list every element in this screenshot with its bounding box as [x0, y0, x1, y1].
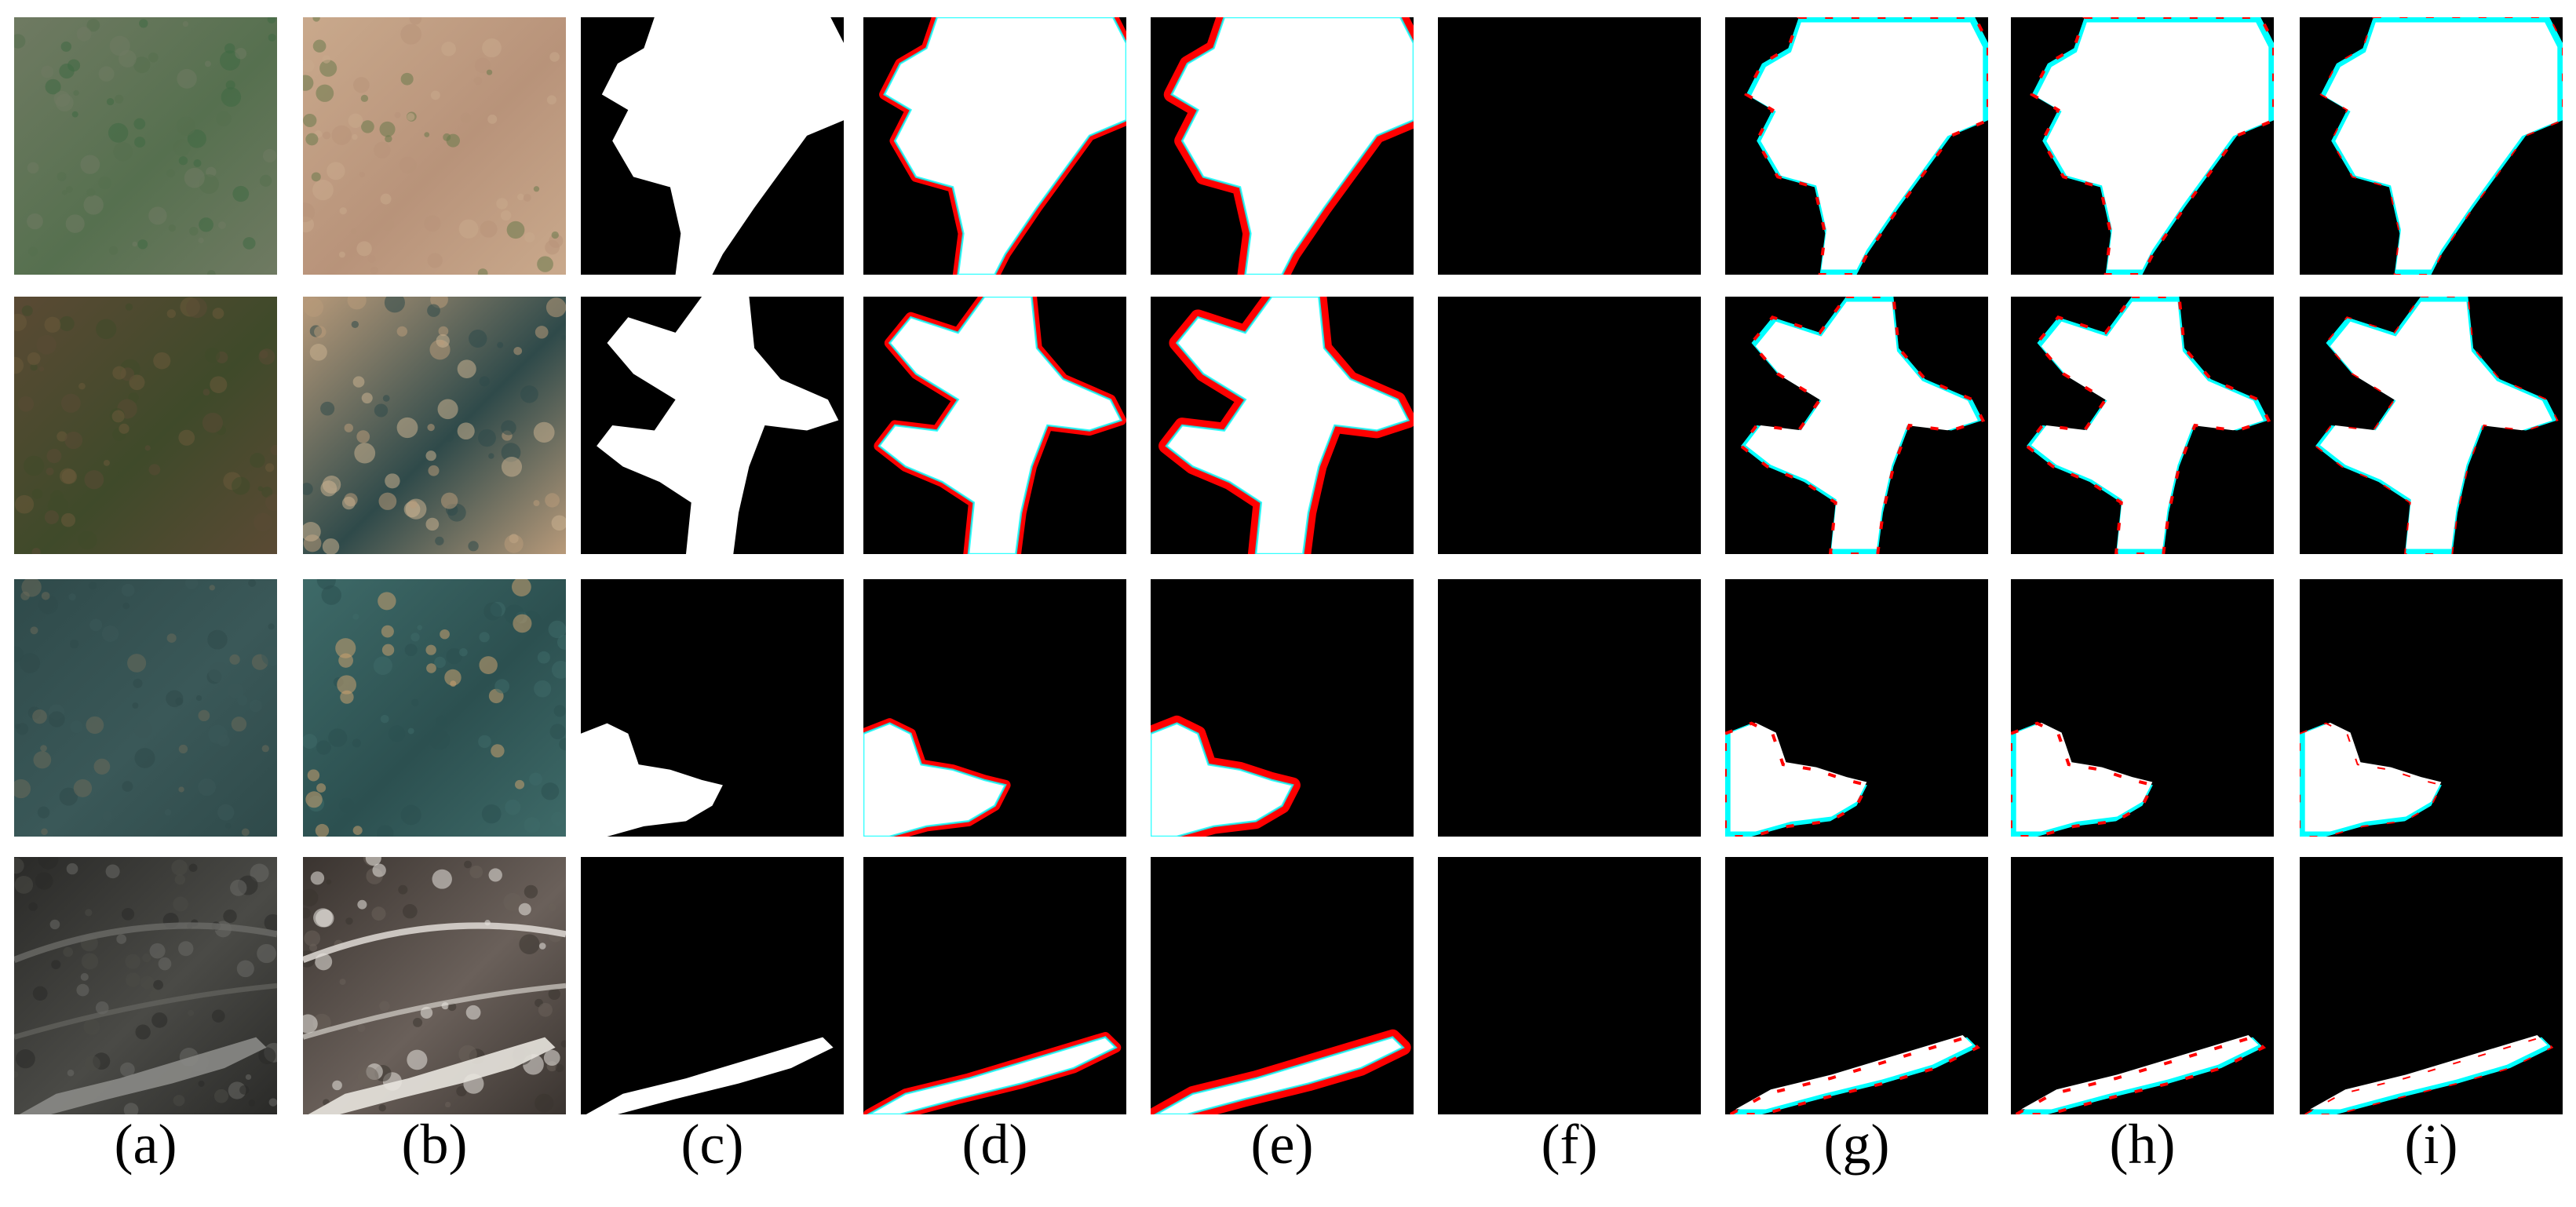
tile-graphic: [863, 857, 1126, 1114]
result-tile-r0-c5: [1438, 17, 1701, 275]
tile-graphic: [1725, 857, 1988, 1114]
tile-graphic: [1725, 17, 1988, 275]
photo-tile-r0-c0: [14, 17, 277, 275]
column-label: (g): [1823, 1113, 1890, 1176]
column-label: (e): [1250, 1113, 1314, 1176]
tile-graphic: [2300, 297, 2563, 554]
ground-truth-tile-r1-c2: [581, 297, 844, 554]
tile-graphic: [581, 857, 844, 1114]
tile-graphic: [1438, 857, 1701, 1114]
tile-graphic: [2011, 857, 2274, 1114]
photo-tile-r1-c1: [303, 297, 566, 554]
column-label: (h): [2109, 1113, 2176, 1176]
photo-tile-r2-c0: [14, 579, 277, 837]
tile-graphic: [2011, 579, 2274, 837]
tile-graphic: [2300, 17, 2563, 275]
result-tile-r3-c8: [2300, 857, 2563, 1114]
tile-graphic: [303, 857, 566, 1114]
result-tile-r2-c3: [863, 579, 1126, 837]
column-label: (d): [961, 1113, 1028, 1176]
result-tile-r1-c3: [863, 297, 1126, 554]
result-tile-r0-c8: [2300, 17, 2563, 275]
tile-graphic: [1438, 297, 1701, 554]
result-tile-r3-c7: [2011, 857, 2274, 1114]
ground-truth-tile-r2-c2: [581, 579, 844, 837]
tile-graphic: [2300, 857, 2563, 1114]
photo-tile-r3-c0: [14, 857, 277, 1114]
tile-graphic: [1438, 579, 1701, 837]
result-tile-r0-c7: [2011, 17, 2274, 275]
tile-graphic: [1151, 579, 1414, 837]
tile-graphic: [14, 579, 277, 837]
result-tile-r1-c5: [1438, 297, 1701, 554]
tile-graphic: [1725, 297, 1988, 554]
tile-graphic: [303, 17, 566, 275]
tile-graphic: [863, 579, 1126, 837]
tile-graphic: [863, 297, 1126, 554]
tile-graphic: [2011, 17, 2274, 275]
tile-graphic: [14, 857, 277, 1114]
result-tile-r1-c6: [1725, 297, 1988, 554]
tile-graphic: [581, 579, 844, 837]
tile-graphic: [1151, 297, 1414, 554]
result-tile-r3-c6: [1725, 857, 1988, 1114]
ground-truth-tile-r3-c2: [581, 857, 844, 1114]
tile-graphic: [1438, 17, 1701, 275]
result-tile-r3-c5: [1438, 857, 1701, 1114]
tile-graphic: [863, 17, 1126, 275]
result-tile-r0-c6: [1725, 17, 1988, 275]
tile-graphic: [303, 297, 566, 554]
result-tile-r2-c4: [1151, 579, 1414, 837]
result-tile-r3-c3: [863, 857, 1126, 1114]
tile-graphic: [2300, 579, 2563, 837]
column-label: (i): [2404, 1113, 2458, 1176]
ground-truth-tile-r0-c2: [581, 17, 844, 275]
result-tile-r2-c8: [2300, 579, 2563, 837]
result-tile-r0-c3: [863, 17, 1126, 275]
photo-tile-r3-c1: [303, 857, 566, 1114]
photo-tile-r1-c0: [14, 297, 277, 554]
tile-graphic: [303, 579, 566, 837]
tile-graphic: [581, 17, 844, 275]
photo-tile-r0-c1: [303, 17, 566, 275]
result-tile-r1-c8: [2300, 297, 2563, 554]
result-tile-r2-c5: [1438, 579, 1701, 837]
result-tile-r0-c4: [1151, 17, 1414, 275]
result-tile-r1-c7: [2011, 297, 2274, 554]
column-label: (c): [680, 1113, 744, 1176]
tile-graphic: [2011, 297, 2274, 554]
photo-tile-r2-c1: [303, 579, 566, 837]
result-tile-r1-c4: [1151, 297, 1414, 554]
tile-graphic: [1151, 17, 1414, 275]
column-label: (f): [1541, 1113, 1598, 1176]
result-tile-r2-c6: [1725, 579, 1988, 837]
column-label: (a): [114, 1113, 177, 1176]
tile-graphic: [14, 297, 277, 554]
tile-graphic: [1725, 579, 1988, 837]
column-label: (b): [401, 1113, 468, 1176]
tile-graphic: [1151, 857, 1414, 1114]
result-tile-r2-c7: [2011, 579, 2274, 837]
tile-graphic: [14, 17, 277, 275]
tile-graphic: [581, 297, 844, 554]
result-tile-r3-c4: [1151, 857, 1414, 1114]
